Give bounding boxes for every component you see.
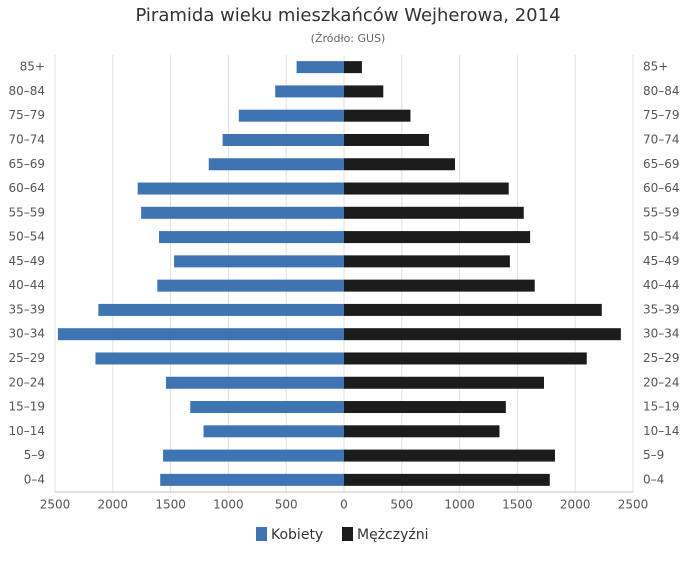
bar xyxy=(165,376,344,389)
bar xyxy=(238,109,344,122)
bar xyxy=(344,61,362,74)
y-tick-label: 15–19 xyxy=(643,400,680,414)
legend-label: Mężczyźni xyxy=(357,527,428,543)
bar xyxy=(344,425,500,438)
bar xyxy=(344,158,455,171)
x-tick-label: 1000 xyxy=(213,498,244,512)
bar xyxy=(344,206,524,219)
y-tick-label: 35–39 xyxy=(8,302,45,316)
x-tick-label: 1000 xyxy=(444,498,475,512)
bar xyxy=(344,401,506,414)
y-tick-label: 15–19 xyxy=(8,400,45,414)
bar xyxy=(163,449,344,462)
y-tick-label: 20–24 xyxy=(8,375,45,389)
y-tick-label: 45–49 xyxy=(643,254,680,268)
x-tick-label: 0 xyxy=(340,498,348,512)
bar xyxy=(275,85,344,98)
bar xyxy=(344,109,411,122)
bar xyxy=(190,401,344,414)
y-tick-label: 75–79 xyxy=(643,108,680,122)
y-tick-label: 35–39 xyxy=(643,302,680,316)
y-tick-label: 25–29 xyxy=(8,351,45,365)
x-tick-label: 500 xyxy=(275,498,298,512)
bar xyxy=(208,158,344,171)
y-tick-label: 5–9 xyxy=(24,448,45,462)
bar xyxy=(157,279,344,292)
bar xyxy=(344,279,535,292)
y-tick-label: 70–74 xyxy=(643,132,680,146)
x-tick-label: 2000 xyxy=(560,498,591,512)
y-tick-label: 50–54 xyxy=(8,230,45,244)
y-tick-label: 0–4 xyxy=(24,472,45,486)
bar xyxy=(344,85,384,98)
y-tick-label: 85+ xyxy=(20,60,45,74)
legend-swatch xyxy=(256,527,267,541)
bar xyxy=(296,61,344,74)
x-tick-label: 1500 xyxy=(502,498,533,512)
y-tick-label: 10–14 xyxy=(8,424,45,438)
y-tick-label: 65–69 xyxy=(8,157,45,171)
bar xyxy=(57,328,344,341)
bar xyxy=(344,376,544,389)
y-tick-label: 30–34 xyxy=(643,327,680,341)
bar xyxy=(141,206,344,219)
x-tick-label: 2500 xyxy=(618,498,649,512)
bar xyxy=(344,303,602,316)
y-tick-label: 5–9 xyxy=(643,448,664,462)
bar xyxy=(160,473,344,486)
y-tick-label: 70–74 xyxy=(8,132,45,146)
x-tick-label: 500 xyxy=(390,498,413,512)
bar xyxy=(203,425,344,438)
y-tick-label: 10–14 xyxy=(643,424,680,438)
y-tick-label: 45–49 xyxy=(8,254,45,268)
bar xyxy=(222,133,344,146)
bar xyxy=(344,473,550,486)
y-tick-label: 80–84 xyxy=(643,84,680,98)
y-tick-label: 0–4 xyxy=(643,472,664,486)
legend-label: Kobiety xyxy=(271,527,323,543)
legend-swatch xyxy=(342,527,353,541)
y-tick-label: 55–59 xyxy=(643,205,680,219)
x-tick-label: 2000 xyxy=(98,498,129,512)
bar xyxy=(98,303,344,316)
chart-title: Piramida wieku mieszkańców Wejherowa, 20… xyxy=(135,5,560,26)
bar xyxy=(174,255,344,268)
y-tick-label: 85+ xyxy=(643,60,668,74)
y-tick-label: 50–54 xyxy=(643,230,680,244)
x-tick-label: 2500 xyxy=(40,498,71,512)
bar xyxy=(344,352,587,365)
x-tick-label: 1500 xyxy=(155,498,186,512)
bar xyxy=(344,255,510,268)
y-tick-label: 60–64 xyxy=(643,181,680,195)
y-tick-label: 60–64 xyxy=(8,181,45,195)
bar xyxy=(344,328,621,341)
y-tick-label: 30–34 xyxy=(8,327,45,341)
bar xyxy=(344,231,531,244)
bar xyxy=(159,231,344,244)
y-tick-label: 55–59 xyxy=(8,205,45,219)
y-tick-label: 75–79 xyxy=(8,108,45,122)
bar xyxy=(344,449,555,462)
bar xyxy=(344,133,429,146)
bar xyxy=(137,182,344,195)
y-tick-label: 65–69 xyxy=(643,157,680,171)
y-tick-label: 40–44 xyxy=(8,278,45,292)
y-tick-label: 25–29 xyxy=(643,351,680,365)
bar xyxy=(95,352,345,365)
bar xyxy=(344,182,509,195)
y-tick-label: 20–24 xyxy=(643,375,680,389)
chart-subtitle: (Źródło: GUS) xyxy=(311,32,386,45)
y-tick-label: 80–84 xyxy=(8,84,45,98)
y-tick-label: 40–44 xyxy=(643,278,680,292)
